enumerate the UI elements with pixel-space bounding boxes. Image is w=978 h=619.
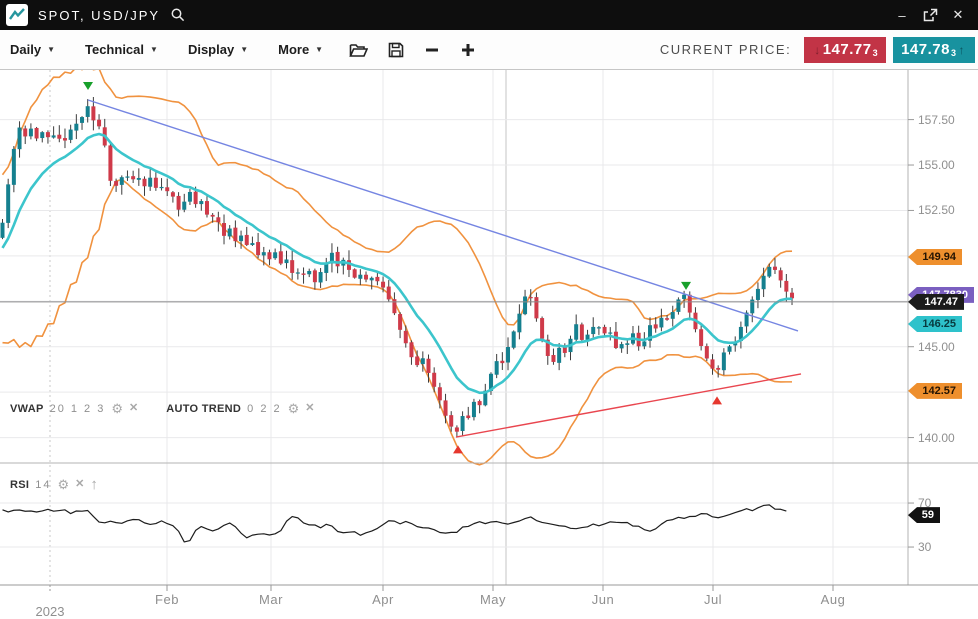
month-label: Aug [820,592,846,607]
autotrend-settings-gear-icon[interactable]: ⚙ [287,401,300,416]
bid-pip: 3 [872,47,879,58]
vwap-label: VWAP [10,402,44,415]
zoom-out-icon[interactable] [424,42,440,58]
month-label: May [479,592,507,607]
app-logo-icon [6,4,28,26]
symbol-title: SPOT, USD/JPY [38,7,161,23]
bollinger-bands-lines [1,70,793,466]
price-axis-label: 157.50 [918,112,955,127]
menu-label: Daily [10,42,42,57]
rsi-params: 14 [35,478,52,491]
menu-label: Display [187,42,235,57]
bollinger-upper-tag: 149.94 [908,248,962,265]
menu-technical[interactable]: Technical ▼ [85,42,158,57]
menu-more[interactable]: More ▼ [278,42,323,57]
chevron-down-icon: ▼ [47,45,55,54]
menu-display[interactable]: Display ▼ [188,42,248,57]
vwap-remove-icon[interactable]: ✕ [129,402,139,414]
autotrend-remove-icon[interactable]: ✕ [305,402,315,414]
buy-signal-marker [712,396,722,405]
open-folder-icon[interactable] [349,42,369,58]
vwap-tag: 146.25 [908,316,962,332]
resistance-trendline[interactable] [87,99,799,332]
buy-signal-marker [453,445,463,454]
sell-signal-marker [681,281,691,290]
menu-label: More [278,42,310,57]
vwap-line [1,132,793,395]
menu-bar: Daily ▼ Technical ▼ Display ▼ More ▼ [10,42,323,57]
month-label: Jun [591,592,615,607]
bid-price-button[interactable]: ↓ 147.77 3 [804,36,887,63]
minimize-button[interactable]: – [898,7,906,23]
rsi-axis-label: 70 [918,496,932,511]
price-axis-label: 145.00 [918,339,955,354]
candlestick-series [0,97,795,437]
sell-signal-marker [83,81,93,90]
month-label: Mar [259,592,283,607]
vwap-settings-gear-icon[interactable]: ⚙ [111,401,124,416]
save-icon[interactable] [388,42,404,58]
rsi-settings-gear-icon[interactable]: ⚙ [57,477,70,492]
rsi-remove-icon[interactable]: ✕ [75,478,85,490]
chevron-down-icon: ▼ [150,45,158,54]
auto-trendlines[interactable] [87,99,802,438]
up-arrow-icon: ↑ [958,42,965,57]
rsi-label: RSI [10,478,30,491]
ask-price-button[interactable]: 147.78 3 ↑ [893,36,975,63]
ask-value: 147.78 [901,41,950,58]
toolbar: Daily ▼ Technical ▼ Display ▼ More ▼ CURRENT PR… [0,30,978,70]
bollinger-lower-tag: 142.57 [908,382,962,399]
close-button[interactable]: ✕ [952,7,964,22]
ask-pip: 3 [950,47,957,58]
vwap-params: 20 1 2 3 [49,402,106,415]
autotrend-label: AUTO TREND [166,402,242,415]
overlay-indicator-strip: VWAP 20 1 2 3 ⚙ ✕ AUTO TREND 0 2 2 ⚙ ✕ [10,402,315,415]
price-axis-label: 152.50 [918,203,955,218]
titlebar: SPOT, USD/JPY – ✕ [0,0,978,30]
rsi-line [2,504,787,543]
rsi-value-tag: 59 [908,507,940,524]
current-price-label: CURRENT PRICE: [659,42,792,57]
down-arrow-icon: ↓ [814,42,821,57]
search-icon[interactable] [170,7,186,23]
signal-markers [83,81,722,454]
chart-gridlines [0,70,908,585]
year-label: 2023 [35,604,65,619]
chevron-down-icon: ▼ [240,45,249,54]
zoom-in-icon[interactable] [460,42,476,58]
price-chart-canvas[interactable] [0,70,978,611]
rsi-axis-label: 30 [918,540,932,555]
autotrend-params: 0 2 2 [247,402,282,415]
menu-label: Technical [85,42,145,57]
month-label: Feb [155,592,179,607]
menu-daily[interactable]: Daily ▼ [10,42,55,57]
price-axis-label: 140.00 [918,430,955,445]
bid-value: 147.77 [822,41,872,58]
month-label: Apr [372,592,394,607]
price-axis-label: 155.00 [918,158,955,173]
panel-borders [0,70,978,593]
popout-window-button[interactable] [918,4,942,26]
last-price-tag: 147.47 [908,293,964,310]
month-label: Jul [703,592,723,607]
rsi-move-up-icon[interactable]: ↑ [90,476,98,493]
rsi-indicator-strip: RSI 14 ⚙ ✕ ↑ [10,477,98,492]
chevron-down-icon: ▼ [315,45,324,54]
support-trendline[interactable] [455,373,802,438]
